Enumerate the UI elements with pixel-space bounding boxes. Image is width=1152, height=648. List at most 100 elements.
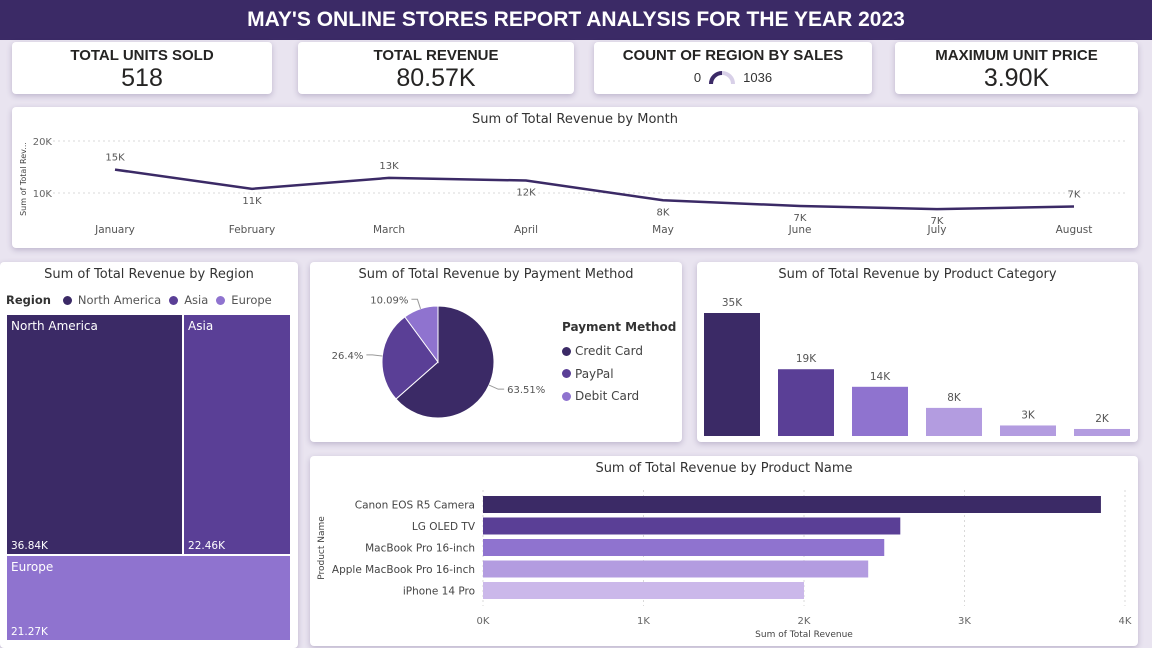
kpi-card-max-unit-price[interactable]: MAXIMUM UNIT PRICE 3.90K: [895, 42, 1138, 94]
revenue-by-category-card[interactable]: Sum of Total Revenue by Product Category…: [697, 262, 1138, 442]
revenue-by-category-chart: 35K 19K 14K 8K 3K 2K: [697, 262, 1138, 442]
treemap-cell-europe[interactable]: Europe 21.27K: [6, 555, 291, 641]
legend-label-north-america[interactable]: North America: [78, 293, 161, 307]
pie-leader-line: [489, 385, 504, 389]
pie-leader-line: [366, 355, 382, 356]
treemap-cell-north-america[interactable]: North America 36.84K: [6, 314, 183, 555]
pie-data-label-paypal: 26.4%: [332, 351, 364, 362]
revenue-by-product-card[interactable]: Sum of Total Revenue by Product Name 0K 1…: [310, 456, 1138, 646]
product-label-apple-macbook-pro-16-inch: Apple MacBook Pro 16-inch: [332, 564, 475, 576]
payment-legend-title: Payment Method: [562, 320, 676, 334]
line-data-label-january: 15K: [105, 153, 125, 164]
kpi-label-max-unit-price: MAXIMUM UNIT PRICE: [895, 47, 1138, 64]
region-legend-title: Region: [6, 293, 51, 307]
region-legend: Region North America Asia Europe: [6, 293, 272, 307]
gauge-icon: [707, 68, 737, 86]
line-data-label-march: 13K: [379, 161, 399, 172]
treemap-label-asia: Asia: [188, 319, 213, 333]
legend-label-europe[interactable]: Europe: [231, 293, 271, 307]
gauge-max-label: 1036: [743, 70, 772, 85]
kpi-card-region-count[interactable]: COUNT OF REGION BY SALES 0 1036: [594, 42, 872, 94]
category-bar-label-1: 19K: [796, 353, 817, 365]
payment-legend: Payment Method Credit Card PayPal Debit …: [562, 320, 676, 408]
pie-leader-line: [411, 299, 420, 309]
pie-data-label-credit-card: 63.51%: [507, 385, 545, 396]
legend-dot-paypal: [562, 369, 571, 378]
category-bar-5[interactable]: [1074, 429, 1130, 436]
revenue-by-month-chart: 10K 20K Sum of Total Rev... 15K January 11K Fe…: [12, 107, 1138, 248]
category-bar-3[interactable]: [926, 408, 982, 436]
line-x-tick-march: March: [373, 224, 405, 236]
revenue-by-region-card[interactable]: Sum of Total Revenue by Region Region No…: [0, 262, 298, 648]
kpi-label-units-sold: TOTAL UNITS SOLD: [12, 47, 272, 64]
kpi-label-total-revenue: TOTAL REVENUE: [298, 47, 574, 64]
legend-label-asia[interactable]: Asia: [184, 293, 208, 307]
kpi-value-max-unit-price: 3.90K: [895, 64, 1138, 93]
treemap-value-asia: 22.46K: [188, 540, 225, 552]
product-bar-apple-macbook-pro-16-inch[interactable]: [483, 561, 868, 578]
kpi-card-units-sold[interactable]: TOTAL UNITS SOLD 518: [12, 42, 272, 94]
line-x-tick-june: June: [788, 224, 812, 236]
kpi-card-total-revenue[interactable]: TOTAL REVENUE 80.57K: [298, 42, 574, 94]
category-bar-label-2: 14K: [870, 371, 891, 383]
line-data-label-april: 12K: [516, 188, 536, 199]
kpi-value-total-revenue: 80.57K: [298, 64, 574, 93]
product-x-tick-2k: 2K: [798, 616, 811, 627]
category-bar-4[interactable]: [1000, 425, 1056, 436]
payment-legend-item-credit-card[interactable]: Credit Card: [562, 340, 676, 363]
treemap-value-europe: 21.27K: [11, 626, 48, 638]
payment-legend-item-paypal[interactable]: PayPal: [562, 363, 676, 386]
product-x-tick-0k: 0K: [477, 616, 490, 627]
product-x-tick-1k: 1K: [637, 616, 650, 627]
category-bar-label-0: 35K: [722, 297, 743, 309]
category-bar-label-4: 3K: [1021, 409, 1036, 421]
product-bar-canon-eos-r5-camera[interactable]: [483, 496, 1101, 513]
legend-dot-debit-card: [562, 392, 571, 401]
line-x-tick-april: April: [514, 224, 538, 236]
legend-label-credit-card: Credit Card: [575, 344, 643, 358]
legend-dot-north-america: [63, 296, 72, 305]
kpi-value-units-sold: 518: [12, 64, 272, 93]
line-data-label-may: 8K: [657, 207, 670, 218]
revenue-by-region-title: Sum of Total Revenue by Region: [0, 267, 298, 282]
treemap-label-north-america: North America: [11, 319, 98, 333]
product-x-tick-4k: 4K: [1119, 616, 1132, 627]
line-x-tick-february: February: [229, 224, 276, 236]
product-x-axis-label: Sum of Total Revenue: [755, 630, 853, 640]
line-x-tick-august: August: [1056, 224, 1093, 236]
category-bar-0[interactable]: [704, 313, 760, 436]
line-y-tick-label: 20K: [33, 137, 53, 148]
product-x-tick-3k: 3K: [958, 616, 971, 627]
line-x-tick-july: July: [927, 224, 947, 236]
revenue-by-product-chart: 0K 1K 2K 3K 4K Canon EOS R5 Camera LG OLED TV M…: [310, 456, 1138, 646]
product-bar-macbook-pro-16-inch[interactable]: [483, 539, 884, 556]
line-data-label-june: 7K: [794, 213, 807, 224]
line-x-tick-january: January: [94, 224, 135, 236]
treemap-label-europe: Europe: [11, 560, 53, 574]
category-bar-1[interactable]: [778, 369, 834, 436]
line-y-tick-label: 10K: [33, 189, 53, 200]
line-data-label-august: 7K: [1068, 190, 1081, 201]
line-y-axis-label: Sum of Total Rev...: [19, 142, 28, 216]
revenue-by-month-card[interactable]: Sum of Total Revenue by Month 10K 20K Sum …: [12, 107, 1138, 248]
product-bar-iphone-14-pro[interactable]: [483, 582, 804, 599]
legend-dot-europe: [216, 296, 225, 305]
payment-legend-item-debit-card[interactable]: Debit Card: [562, 385, 676, 408]
legend-label-paypal: PayPal: [575, 367, 614, 381]
category-bar-2[interactable]: [852, 387, 908, 436]
legend-dot-asia: [169, 296, 178, 305]
product-label-canon-eos-r5-camera: Canon EOS R5 Camera: [355, 500, 475, 512]
revenue-by-payment-card[interactable]: Sum of Total Revenue by Payment Method 6…: [310, 262, 682, 442]
legend-label-debit-card: Debit Card: [575, 389, 639, 403]
gauge-row: 0 1036: [594, 68, 872, 86]
gauge-min-label: 0: [694, 70, 701, 85]
treemap-cell-asia[interactable]: Asia 22.46K: [183, 314, 291, 555]
pie-data-label-debit-card: 10.09%: [370, 295, 408, 306]
product-label-macbook-pro-16-inch: MacBook Pro 16-inch: [365, 543, 475, 555]
product-y-axis-label: Product Name: [317, 516, 327, 580]
product-label-lg-oled-tv: LG OLED TV: [412, 521, 476, 533]
category-bar-label-5: 2K: [1095, 413, 1110, 425]
product-label-iphone-14-pro: iPhone 14 Pro: [403, 586, 475, 598]
product-bar-lg-oled-tv[interactable]: [483, 518, 900, 535]
line-data-label-february: 11K: [242, 196, 262, 207]
